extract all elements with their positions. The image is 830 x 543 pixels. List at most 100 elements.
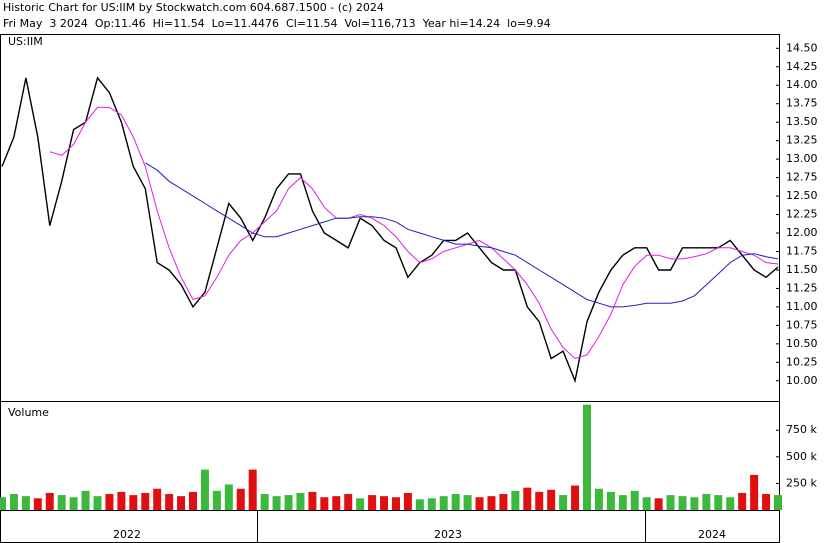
volume-bar — [93, 496, 102, 510]
volume-bar — [774, 495, 782, 510]
y-tick-label: 12.25 — [786, 208, 818, 221]
y-tick-label: 12.75 — [786, 171, 818, 184]
volume-bar — [475, 497, 484, 510]
volume-bar — [212, 490, 221, 510]
volume-bar — [177, 496, 186, 510]
volume-bar — [284, 495, 293, 510]
volume-bar — [666, 495, 675, 510]
volume-bar — [630, 490, 639, 510]
volume-bar — [320, 497, 329, 510]
volume-bar — [523, 487, 532, 510]
y-tick-label: 750 k — [786, 423, 817, 436]
volume-bar — [403, 492, 412, 510]
volume-bar — [153, 488, 162, 510]
volume-bar — [308, 491, 317, 510]
volume-bar — [129, 495, 138, 510]
y-tick-label: 11.25 — [786, 281, 818, 294]
y-tick-label: 12.00 — [786, 226, 818, 239]
volume-bar — [332, 496, 341, 510]
volume-bar — [571, 485, 580, 510]
y-tick-label: 10.75 — [786, 318, 818, 331]
volume-bar — [511, 490, 520, 510]
volume-bar — [105, 494, 114, 510]
y-tick-label: 13.00 — [786, 152, 818, 165]
symbol-label: US:IIM — [8, 35, 43, 48]
year-label: 2023 — [434, 528, 462, 541]
volume-bar — [368, 495, 377, 510]
volume-bar — [9, 494, 18, 510]
y-tick-label: 250 k — [786, 476, 817, 489]
volume-bar — [272, 496, 281, 510]
volume-bar — [200, 469, 209, 510]
volume-bar — [165, 494, 174, 510]
volume-bar — [535, 491, 544, 510]
volume-bar — [81, 490, 90, 510]
volume-bar — [391, 497, 400, 510]
volume-bar — [356, 498, 365, 510]
volume-bar — [117, 491, 126, 510]
volume-bar — [618, 495, 627, 510]
volume-bar — [141, 492, 150, 510]
volume-bar — [547, 489, 556, 510]
volume-bar — [714, 495, 723, 510]
year-label: 2022 — [113, 528, 141, 541]
volume-bar — [439, 496, 448, 510]
y-tick-label: 10.25 — [786, 355, 818, 368]
volume-bar — [499, 494, 508, 510]
y-tick-label: 11.00 — [786, 300, 818, 313]
volume-bar — [344, 494, 353, 510]
volume-bar — [762, 494, 771, 510]
y-tick-label: 10.50 — [786, 337, 818, 350]
volume-bar — [427, 498, 436, 510]
volume-bar — [69, 497, 78, 510]
y-tick-label: 14.50 — [786, 41, 818, 54]
header-line: Fri May 3 2024 Op:11.46 Hi=11.54 Lo=11.4… — [3, 17, 551, 30]
volume-bar — [690, 497, 699, 510]
volume-bar — [57, 495, 66, 510]
header-line: Historic Chart for US:IIM by Stockwatch.… — [3, 1, 384, 14]
year-label: 2024 — [698, 528, 726, 541]
volume-bar — [750, 474, 759, 510]
volume-bar — [702, 494, 711, 510]
volume-bar — [189, 491, 198, 510]
volume-label: Volume — [8, 406, 49, 419]
y-tick-label: 500 k — [786, 450, 817, 463]
volume-bar — [606, 491, 615, 510]
volume-bar — [559, 495, 568, 510]
y-tick-label: 13.25 — [786, 134, 818, 147]
y-tick-label: 13.50 — [786, 115, 818, 128]
volume-bar — [21, 496, 30, 510]
volume-bar — [678, 496, 687, 510]
y-tick-label: 14.25 — [786, 60, 818, 73]
volume-bar — [224, 484, 233, 510]
price-line — [1, 76, 779, 384]
volume-bar — [248, 469, 257, 510]
volume-bar — [236, 488, 245, 510]
volume-bar — [380, 496, 389, 510]
y-tick-label: 10.00 — [786, 374, 818, 387]
y-tick-label: 12.50 — [786, 189, 818, 202]
y-tick-label: 11.50 — [786, 263, 818, 276]
y-tick-label: 14.00 — [786, 78, 818, 91]
y-tick-label: 13.75 — [786, 97, 818, 110]
price-line — [49, 106, 779, 360]
volume-bar — [296, 492, 305, 510]
volume-bar — [33, 498, 42, 510]
volume-bar — [726, 497, 735, 510]
volume-bar — [451, 494, 460, 510]
volume-bar — [415, 499, 424, 510]
volume-bar — [582, 404, 591, 510]
volume-bar — [463, 495, 472, 510]
volume-bar — [654, 498, 663, 510]
price-line — [145, 162, 779, 308]
volume-bar — [594, 488, 603, 510]
volume-bar — [642, 497, 651, 510]
volume-bar — [738, 492, 747, 510]
volume-bar — [487, 496, 496, 510]
y-tick-label: 11.75 — [786, 244, 818, 257]
volume-bar — [260, 494, 269, 510]
volume-bar — [0, 497, 6, 510]
volume-bar — [45, 492, 54, 510]
